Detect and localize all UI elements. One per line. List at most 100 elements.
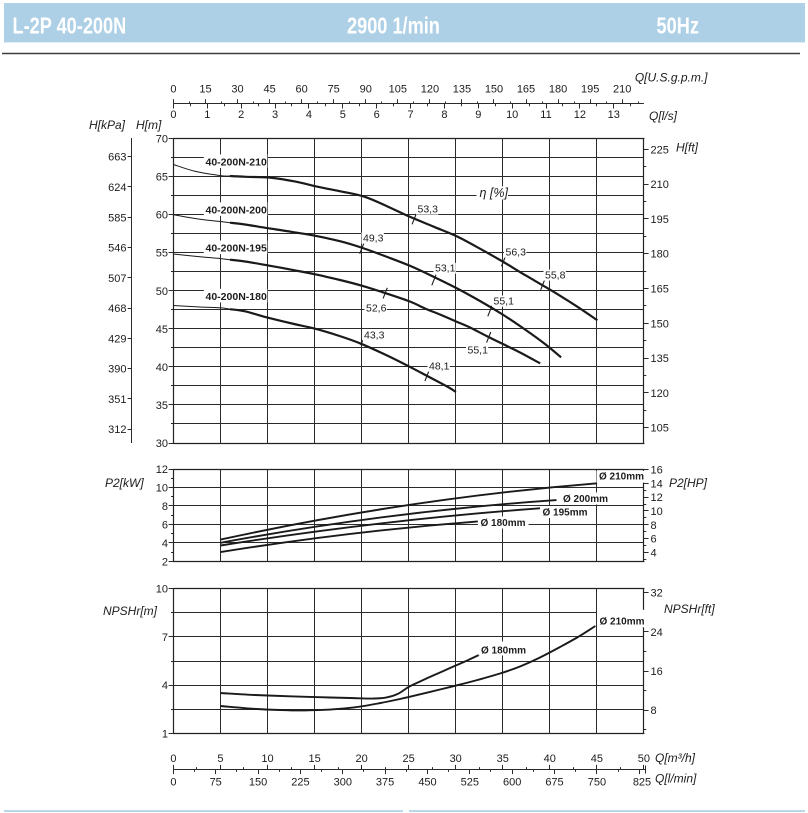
svg-text:60: 60: [156, 210, 168, 222]
svg-text:120: 120: [421, 83, 439, 95]
svg-text:8: 8: [651, 520, 657, 532]
svg-text:624: 624: [108, 182, 126, 194]
svg-text:180: 180: [549, 83, 567, 95]
svg-text:P2[HP]: P2[HP]: [669, 476, 708, 490]
svg-text:450: 450: [418, 777, 436, 789]
svg-text:Q[U.S.g.p.m.]: Q[U.S.g.p.m.]: [635, 71, 708, 85]
svg-text:40-200N-200: 40-200N-200: [206, 204, 267, 216]
svg-text:210: 210: [613, 83, 631, 95]
svg-text:56,3: 56,3: [506, 247, 527, 259]
svg-text:546: 546: [108, 243, 126, 255]
svg-text:50Hz: 50Hz: [657, 14, 699, 40]
svg-text:2: 2: [162, 556, 168, 568]
svg-text:Ø 180mm: Ø 180mm: [481, 518, 526, 529]
svg-text:9: 9: [475, 109, 481, 121]
svg-text:135: 135: [453, 83, 471, 95]
svg-text:24: 24: [651, 627, 663, 639]
svg-text:2900 1/min: 2900 1/min: [347, 14, 440, 40]
svg-text:49,3: 49,3: [363, 233, 384, 245]
svg-text:52,6: 52,6: [366, 303, 387, 315]
svg-text:12: 12: [574, 109, 586, 121]
svg-text:12: 12: [156, 464, 168, 476]
svg-text:165: 165: [651, 284, 669, 296]
svg-text:60: 60: [295, 83, 307, 95]
svg-text:η [%]: η [%]: [480, 186, 509, 200]
svg-text:H[ft]: H[ft]: [676, 141, 699, 155]
svg-text:4: 4: [651, 547, 657, 559]
svg-text:165: 165: [517, 83, 535, 95]
svg-text:120: 120: [651, 388, 669, 400]
svg-text:45: 45: [156, 324, 168, 336]
svg-text:6: 6: [651, 534, 657, 546]
svg-text:53,3: 53,3: [418, 204, 439, 216]
svg-text:150: 150: [651, 318, 669, 330]
svg-text:50: 50: [156, 286, 168, 298]
svg-text:0: 0: [170, 109, 176, 121]
svg-text:0: 0: [170, 83, 176, 95]
svg-text:0: 0: [170, 753, 176, 765]
svg-text:75: 75: [210, 777, 222, 789]
svg-text:Ø 180mm: Ø 180mm: [481, 645, 526, 656]
svg-text:10: 10: [261, 753, 273, 765]
svg-text:8: 8: [162, 501, 168, 513]
svg-text:40: 40: [156, 362, 168, 374]
svg-text:30: 30: [231, 83, 243, 95]
svg-text:50: 50: [638, 753, 650, 765]
svg-text:5: 5: [340, 109, 346, 121]
svg-text:Ø 200mm: Ø 200mm: [563, 494, 608, 505]
svg-text:4: 4: [162, 680, 168, 692]
svg-text:45: 45: [263, 83, 275, 95]
svg-text:43,3: 43,3: [364, 330, 385, 342]
svg-text:75: 75: [328, 83, 340, 95]
svg-text:32: 32: [651, 588, 663, 600]
svg-text:7: 7: [407, 109, 413, 121]
svg-text:105: 105: [389, 83, 407, 95]
svg-text:750: 750: [588, 777, 606, 789]
svg-text:3: 3: [272, 109, 278, 121]
svg-text:8: 8: [651, 705, 657, 717]
svg-text:55,8: 55,8: [545, 270, 566, 282]
svg-text:300: 300: [334, 777, 352, 789]
svg-text:429: 429: [108, 333, 126, 345]
svg-text:H[m]: H[m]: [136, 118, 162, 132]
svg-text:195: 195: [581, 83, 599, 95]
svg-text:Q[l/s]: Q[l/s]: [649, 109, 678, 123]
svg-text:90: 90: [360, 83, 372, 95]
svg-text:5: 5: [217, 753, 223, 765]
svg-text:Ø 210mm: Ø 210mm: [599, 472, 644, 483]
svg-text:70: 70: [156, 134, 168, 146]
svg-text:NPSHr[ft]: NPSHr[ft]: [664, 602, 715, 616]
svg-text:468: 468: [108, 303, 126, 315]
svg-text:11: 11: [540, 109, 551, 121]
svg-text:45: 45: [591, 753, 603, 765]
svg-text:675: 675: [545, 777, 563, 789]
svg-text:10: 10: [651, 506, 663, 518]
svg-text:40-200N-195: 40-200N-195: [206, 243, 267, 255]
svg-text:P2[kW]: P2[kW]: [105, 476, 144, 490]
svg-text:30: 30: [156, 438, 168, 450]
svg-text:12: 12: [651, 492, 663, 504]
svg-text:0: 0: [170, 777, 176, 789]
svg-text:1: 1: [162, 728, 168, 740]
svg-text:663: 663: [108, 152, 126, 164]
svg-text:10: 10: [506, 109, 518, 121]
svg-text:30: 30: [450, 753, 462, 765]
svg-text:L-2P 40-200N: L-2P 40-200N: [13, 14, 127, 40]
svg-text:16: 16: [651, 465, 663, 477]
svg-text:150: 150: [485, 83, 503, 95]
svg-text:825: 825: [633, 777, 651, 789]
svg-text:Q[m³/h]: Q[m³/h]: [655, 751, 696, 765]
svg-text:55,1: 55,1: [494, 296, 515, 308]
svg-text:20: 20: [355, 753, 367, 765]
svg-text:Ø 210mm: Ø 210mm: [600, 617, 645, 628]
svg-text:195: 195: [651, 214, 669, 226]
svg-text:1: 1: [204, 109, 210, 121]
svg-text:6: 6: [162, 519, 168, 531]
svg-text:65: 65: [156, 172, 168, 184]
svg-text:2: 2: [238, 109, 244, 121]
svg-text:4: 4: [162, 538, 168, 550]
svg-text:14: 14: [651, 478, 663, 490]
svg-text:13: 13: [608, 109, 620, 121]
svg-text:10: 10: [156, 584, 168, 596]
svg-text:15: 15: [199, 83, 211, 95]
